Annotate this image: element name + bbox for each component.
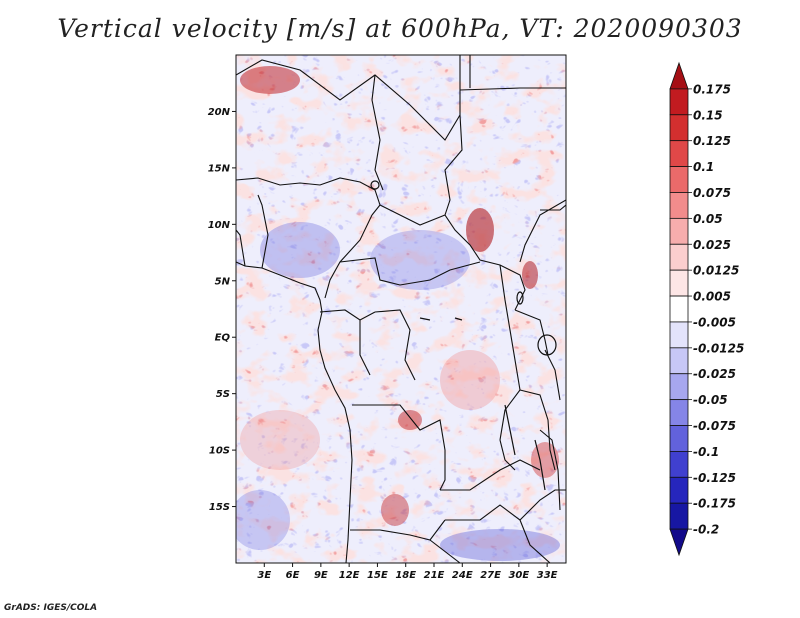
lon-tick-label: 9E [314,570,328,581]
colorbar-swatch [669,295,689,323]
colorbar-label: -0.025 [693,367,736,381]
colorbar-swatch [669,114,689,142]
lon-tick-label: 12E [339,570,360,581]
colorbar-swatch [669,528,689,557]
lat-tick-label: 5N [215,276,231,287]
colorbar-swatch [669,269,689,297]
lat-tick-label: 20N [208,107,231,118]
colorbar-swatch [669,88,689,116]
colorbar-label: -0.1 [693,445,719,459]
colorbar-swatch [669,61,689,90]
colorbar-swatch [669,476,689,504]
colorbar-label: 0.05 [693,212,723,226]
colorbar-label: 0.15 [693,108,723,122]
grads-credit: GrADS: IGES/COLA [4,603,98,613]
colorbar: 0.175 0.15 0.125 0.1 0.075 0.05 0.025 0.0125 0.0… [669,61,744,557]
colorbar-swatch [669,243,689,271]
colorbar-swatch [669,502,689,530]
colorbar-label: -0.125 [693,471,736,485]
lat-tick-label: EQ [215,333,231,344]
lon-tick-label: 21E [424,570,445,581]
colorbar-label: 0.025 [693,238,731,252]
lat-tick-label: 5S [216,389,230,400]
lat-tick-label: 15S [209,502,230,513]
lon-tick-label: 3E [257,570,271,581]
lon-tick-label: 15E [367,570,388,581]
colorbar-label: 0.1 [693,160,714,174]
colorbar-label: -0.075 [693,419,736,433]
lon-tick-label: 18E [395,570,416,581]
colorbar-swatch [669,192,689,219]
colorbar-swatch [669,425,689,452]
colorbar-label: 0.0125 [693,264,739,278]
colorbar-swatch [669,373,689,401]
map-frame [235,54,567,564]
longitude-axis: 3E 6E 9E 12E 15E 18E 21E 24E 27E 30E 33E [257,563,558,581]
colorbar-swatch [669,451,689,478]
latitude-axis: 20N 15N 10N 5N EQ 5S 10S 15S [208,107,236,513]
velocity-field [236,55,566,563]
colorbar-label: 0.005 [693,290,731,304]
colorbar-swatch [669,399,689,426]
colorbar-swatch [669,140,689,167]
colorbar-label: -0.05 [693,393,728,407]
colorbar-label: 0.125 [693,134,731,148]
colorbar-swatch [669,347,689,375]
colorbar-swatch [669,321,689,349]
colorbar-label: -0.2 [693,523,719,537]
lat-tick-label: 15N [208,163,231,174]
colorbar-label: -0.005 [693,315,736,329]
colorbar-swatch [669,166,689,193]
colorbar-label: 0.075 [693,186,731,200]
colorbar-label: -0.0125 [693,341,744,355]
lat-tick-label: 10N [208,220,231,231]
lat-tick-label: 10S [209,446,230,457]
borders [236,55,566,563]
lon-tick-label: 24E [452,570,473,581]
lon-tick-label: 30E [508,570,529,581]
lon-tick-label: 33E [537,570,558,581]
lon-tick-label: 27E [480,570,501,581]
colorbar-swatch [669,217,689,245]
lon-tick-label: 6E [286,570,300,581]
colorbar-label: 0.175 [693,82,731,96]
colorbar-label: -0.175 [693,497,736,511]
map-title: Vertical velocity [m/s] at 600hPa, VT: 2… [57,14,743,43]
